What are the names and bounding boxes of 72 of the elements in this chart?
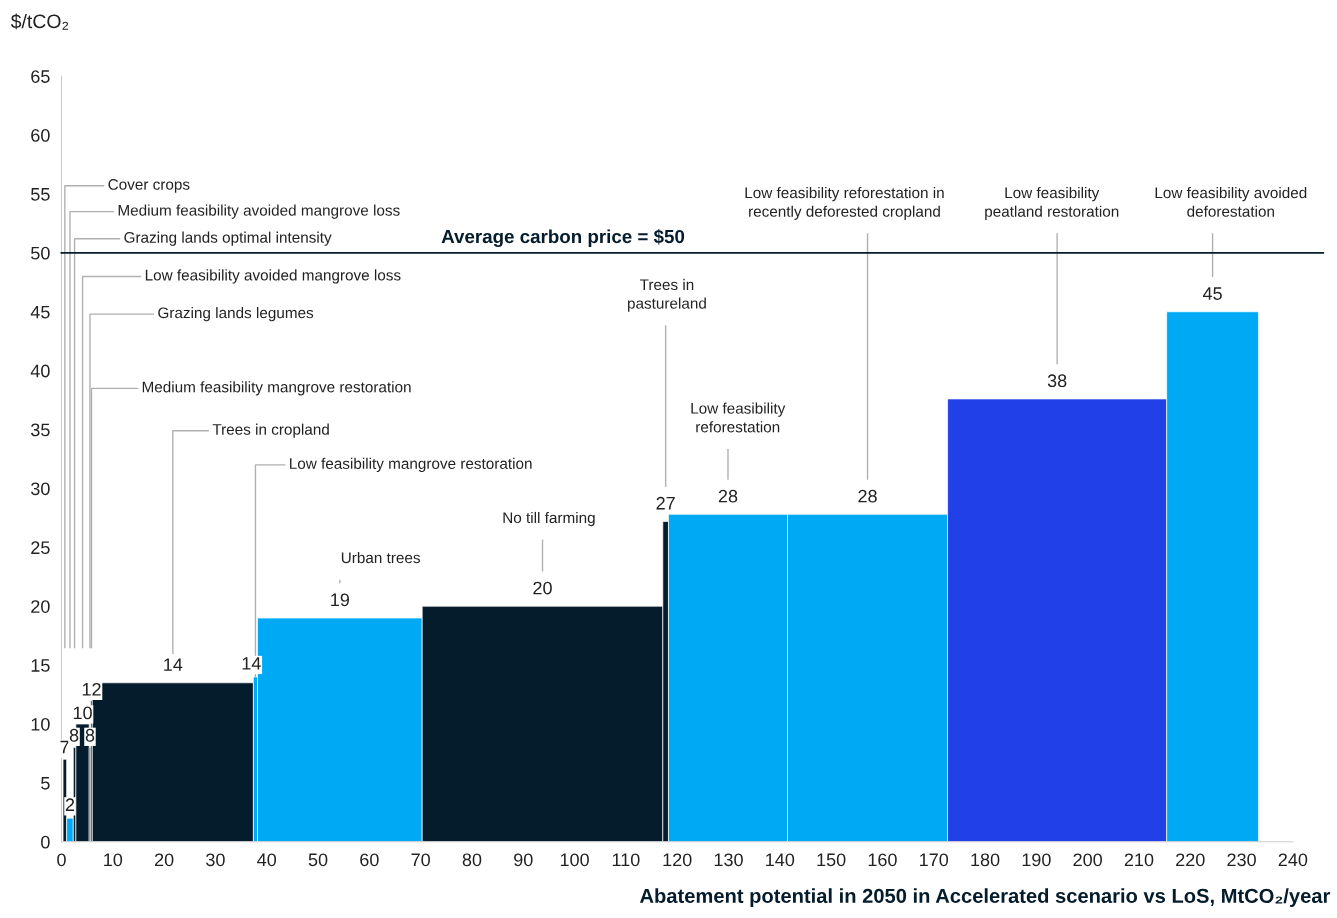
- x-tick-label: 140: [766, 853, 795, 867]
- data-label: 2: [65, 798, 75, 811]
- annotation: Medium feasibility avoided mangrove loss: [118, 204, 400, 219]
- data-label: 45: [1202, 287, 1222, 300]
- x-tick-label: 110: [612, 853, 640, 867]
- y-tick-label: 10: [31, 717, 50, 731]
- y-tick-label: 60: [31, 129, 50, 142]
- ref-line-label: Average carbon price = $50: [441, 229, 685, 247]
- y-tick-label: 40: [30, 364, 50, 378]
- annotation: Low feasibility reforestation: [691, 402, 786, 433]
- annotation: Low feasibility avoided deforestation: [1155, 186, 1307, 217]
- x-tick-label: 220: [1176, 853, 1205, 867]
- x-tick-label: 240: [1278, 853, 1308, 867]
- x-tick-label: 170: [920, 853, 949, 867]
- data-label: 19: [331, 593, 350, 607]
- y-tick-label: 45: [30, 305, 50, 319]
- y-tick-label: 15: [31, 659, 50, 672]
- x-tick-label: 130: [714, 853, 743, 867]
- data-label: 27: [656, 496, 675, 510]
- annotation: Low feasibility mangrove restoration: [290, 457, 532, 473]
- annotation: Cover crops: [108, 179, 190, 193]
- data-label: 38: [1047, 374, 1067, 388]
- y-tick-label: 50: [31, 246, 50, 260]
- x-tick-label: 90: [514, 853, 533, 867]
- x-tick-label: 210: [1124, 853, 1154, 867]
- x-tick-label: 10: [104, 853, 123, 867]
- data-label: 12: [82, 682, 101, 696]
- x-tick-label: 150: [817, 853, 846, 867]
- annotation: Trees in cropland: [212, 423, 329, 438]
- x-tick-label: 40: [257, 853, 277, 867]
- data-label: 8: [85, 728, 95, 742]
- annotation: Urban trees: [341, 551, 420, 564]
- y-tick-label: 30: [31, 482, 50, 496]
- y-tick-label: 65: [31, 70, 50, 83]
- x-tick-label: 190: [1022, 853, 1051, 867]
- y-tick-label: 20: [31, 600, 50, 613]
- x-tick-label: 70: [411, 853, 430, 867]
- x-tick-label: 20: [154, 853, 174, 867]
- x-tick-label: 0: [57, 853, 66, 867]
- x-tick-label: 180: [971, 853, 1000, 867]
- data-label: 7: [60, 740, 69, 754]
- y-tick-label: 5: [41, 777, 50, 790]
- y-tick-label: 0: [41, 835, 50, 849]
- x-tick-label: 120: [663, 853, 692, 867]
- data-label: 8: [69, 728, 79, 742]
- x-tick-label: 160: [868, 853, 897, 867]
- x-tick-label: 80: [462, 853, 482, 867]
- x-tick-label: 200: [1073, 853, 1103, 867]
- x-tick-label: 30: [206, 853, 225, 867]
- annotation: No till farming: [503, 511, 595, 527]
- annotation: Grazing lands legumes: [158, 307, 314, 322]
- x-tick-label: 60: [360, 853, 379, 867]
- x-tick-label: 100: [560, 853, 589, 867]
- data-label: 14: [164, 658, 183, 671]
- annotation: Low feasibility reforestation in recently deforested cropland: [745, 186, 944, 220]
- annotation: Grazing lands optimal intensity: [124, 231, 332, 246]
- data-label: 20: [533, 581, 552, 595]
- annotation: Trees in pastureland: [628, 278, 706, 312]
- annotation: Low feasibility peatland restoration: [985, 186, 1119, 220]
- data-label: 28: [718, 489, 738, 503]
- data-label: 28: [858, 489, 877, 503]
- x-axis-title: Abatement potential in 2050 in Accelerated scenario vs LoS, MtCO₂/year: [639, 888, 1331, 907]
- y-tick-label: 25: [31, 541, 50, 555]
- annotation: Low feasibility avoided mangrove loss: [145, 269, 401, 284]
- y-tick-label: 55: [31, 188, 50, 201]
- y-tick-label: 35: [31, 423, 50, 437]
- annotation: Medium feasibility mangrove restoration: [142, 381, 411, 396]
- data-label: 14: [242, 657, 261, 670]
- x-tick-label: 50: [308, 853, 328, 867]
- data-label: 10: [73, 706, 92, 720]
- x-tick-label: 230: [1227, 853, 1256, 867]
- y-axis-title: $/tCO₂: [10, 13, 69, 30]
